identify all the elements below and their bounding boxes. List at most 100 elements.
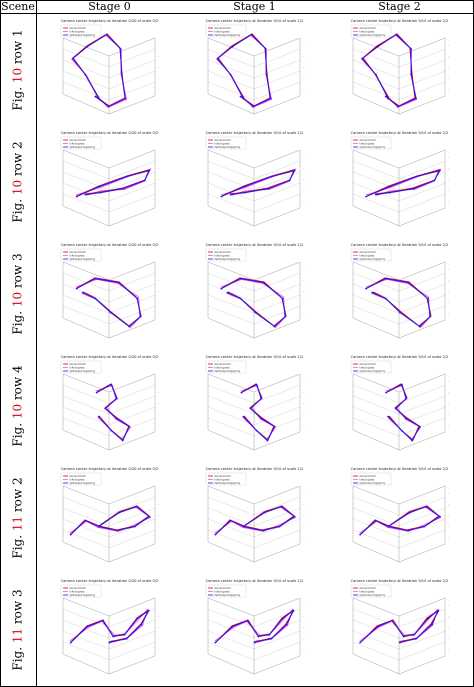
svg-text:–: – xyxy=(303,524,305,528)
trajectory-point xyxy=(243,185,246,188)
trajectory-point xyxy=(288,179,291,182)
optimized-trajectory-line xyxy=(221,169,296,198)
trajectory-point xyxy=(101,619,104,622)
trajectory-point xyxy=(242,525,245,528)
trajectory-point xyxy=(84,193,87,196)
plot-title: Camera center trajectory at iteration 9/… xyxy=(351,19,449,23)
trajectory-plot: Camera center trajectory at iteration 9/… xyxy=(182,464,327,572)
svg-text:–: – xyxy=(448,412,450,416)
trajectory-point xyxy=(387,415,389,418)
svg-text:–: – xyxy=(303,502,305,506)
svg-text:–: – xyxy=(303,412,305,416)
svg-text:–: – xyxy=(158,603,160,607)
svg-text:–: – xyxy=(158,412,160,416)
legend-label: Ground truth xyxy=(215,138,232,142)
trajectory-plot: Camera center trajectory at iteration 9/… xyxy=(182,576,327,684)
axis-ticks: – – – – – xyxy=(303,491,305,539)
svg-text:–: – xyxy=(448,401,450,405)
axes-box xyxy=(62,373,156,451)
svg-text:–: – xyxy=(448,199,450,203)
axis-ticks: – – – – – xyxy=(303,43,305,91)
trajectory-point xyxy=(264,47,267,50)
initial-guess-line xyxy=(214,608,294,642)
trajectory-point xyxy=(86,625,89,628)
plot-svg: Camera center trajectory at iteration 9/… xyxy=(351,579,450,675)
optimized-trajectory-line xyxy=(365,169,441,198)
trajectory-point xyxy=(246,619,249,622)
trajectory-point xyxy=(147,609,150,612)
trajectory-plot: Camera center trajectory at iteration 0/… xyxy=(37,16,182,124)
plot-svg: Camera center trajectory at iteration 0/… xyxy=(61,243,160,339)
svg-text:–: – xyxy=(158,289,160,293)
axes-box xyxy=(352,373,446,451)
initial-guess-line xyxy=(75,278,141,329)
trajectory-point xyxy=(389,185,391,188)
plot-svg: Camera center trajectory at iteration 0/… xyxy=(61,467,160,563)
trajectory-point xyxy=(405,397,407,400)
trajectory-point xyxy=(431,623,433,626)
trajectory-point xyxy=(270,175,273,178)
legend-label: Optimized trajectory xyxy=(360,145,386,149)
left-border xyxy=(0,0,1,687)
legend-label: Ground truth xyxy=(215,362,232,366)
plot-svg: Camera center trajectory at iteration 9/… xyxy=(205,19,305,115)
trajectory-point xyxy=(410,47,412,50)
svg-text:–: – xyxy=(303,614,305,618)
svg-text:–: – xyxy=(448,636,450,640)
svg-text:–: – xyxy=(448,491,450,495)
trajectory-point xyxy=(281,297,284,300)
trajectory-point xyxy=(143,179,146,182)
trajectory-point xyxy=(405,417,407,420)
svg-text:–: – xyxy=(448,65,450,69)
trajectory-point xyxy=(257,635,260,638)
trajectory-point xyxy=(365,195,367,198)
trajectory-point xyxy=(112,635,115,638)
svg-text:–: – xyxy=(448,188,450,192)
svg-text:–: – xyxy=(448,267,450,271)
axis-ticks: – – – – – xyxy=(303,155,305,203)
legend-label: Initial guess xyxy=(215,254,231,258)
svg-text:–: – xyxy=(158,267,160,271)
trajectory-point xyxy=(226,291,229,294)
svg-text:–: – xyxy=(158,278,160,282)
trajectory-point xyxy=(385,277,387,280)
optimized-trajectory-line xyxy=(215,610,294,644)
svg-text:–: – xyxy=(158,65,160,69)
figure-reference: 10 xyxy=(11,179,26,196)
trajectory-point xyxy=(391,619,393,622)
optimized-trajectory-line xyxy=(76,169,151,198)
trajectory-point xyxy=(399,641,401,644)
stage-1-header: Stage 1 xyxy=(233,0,276,13)
trajectory-point xyxy=(385,297,387,300)
trajectory-point xyxy=(273,325,276,328)
trajectory-plot: Camera center trajectory at iteration 0/… xyxy=(37,240,182,348)
trajectory-point xyxy=(278,525,281,528)
figure-reference: 10 xyxy=(11,67,26,84)
plot-svg: Camera center trajectory at iteration 0/… xyxy=(61,19,160,115)
trajectory-point xyxy=(385,391,387,394)
trajectory-point xyxy=(214,533,217,536)
plot-title: Camera center trajectory at iteration 9/… xyxy=(351,579,449,583)
trajectory-point xyxy=(244,191,247,194)
svg-text:–: – xyxy=(303,54,305,58)
scene-label-suffix: row 3 xyxy=(11,589,26,628)
scene-label: Fig. 11 row 2 xyxy=(0,462,36,574)
legend-label: Ground truth xyxy=(360,26,377,30)
trajectory-point xyxy=(253,641,256,644)
trajectory-point xyxy=(229,193,232,196)
trajectory-plot: Camera center trajectory at iteration 9/… xyxy=(327,16,472,124)
trajectory-point xyxy=(397,105,399,108)
column-divider xyxy=(36,0,37,687)
trajectory-point xyxy=(439,515,441,518)
trajectory-point xyxy=(249,407,252,410)
svg-text:–: – xyxy=(158,155,160,159)
trajectory-point xyxy=(214,641,217,644)
legend-label: Ground truth xyxy=(215,26,232,30)
plot-title: Camera center trajectory at iteration 0/… xyxy=(61,579,159,583)
svg-text:–: – xyxy=(448,603,450,607)
legend-label: Initial guess xyxy=(215,142,231,146)
trajectory-plot: Camera center trajectory at iteration 0/… xyxy=(37,464,182,572)
optimized-trajectory-line xyxy=(359,506,441,535)
ground-truth-line xyxy=(360,609,440,643)
